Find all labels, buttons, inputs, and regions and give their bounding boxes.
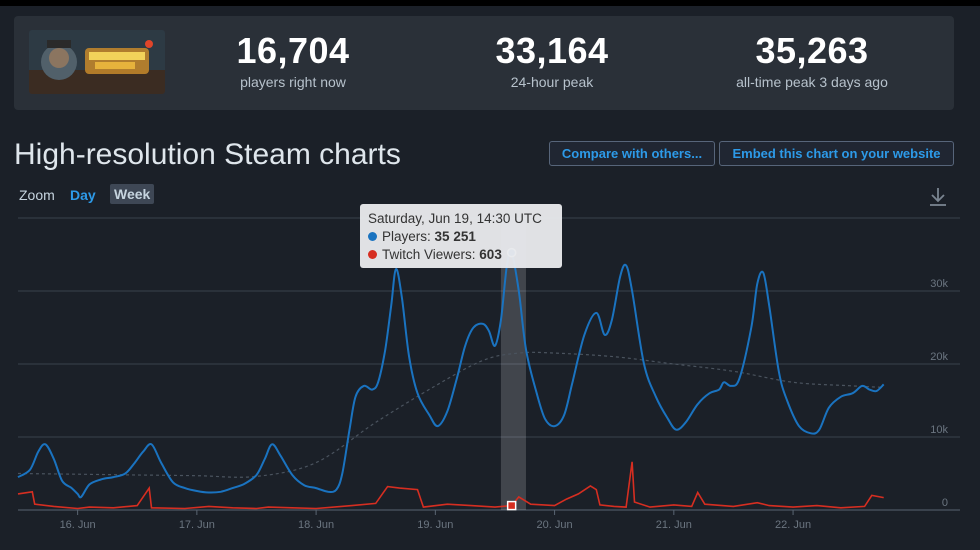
y-tick-label: 0 <box>942 497 948 509</box>
game-logo-image <box>29 30 165 94</box>
x-tick-label: 19. Jun <box>417 519 453 531</box>
tooltip-twitch-value: 603 <box>479 247 502 262</box>
x-tick-label: 21. Jun <box>656 519 692 531</box>
chart-heading: High-resolution Steam charts <box>14 138 401 171</box>
peak-24h-value: 33,164 <box>495 30 609 71</box>
x-tick-label: 22. Jun <box>775 519 811 531</box>
current-players-value: 16,704 <box>236 30 350 71</box>
embed-chart-button[interactable]: Embed this chart on your website <box>719 141 954 166</box>
x-tick-label: 16. Jun <box>60 519 96 531</box>
series-players-line <box>17 250 885 499</box>
highlight-twitch-point <box>506 500 517 511</box>
zoom-day-button[interactable]: Day <box>70 187 96 203</box>
tooltip-players-row: Players: 35 251 <box>368 228 554 246</box>
y-tick-label: 20k <box>930 351 948 363</box>
y-axis-ticks: 0 10k 20k 30k <box>930 278 948 509</box>
peak-24h-stat: 33,164 24-hour peak <box>442 30 662 91</box>
tooltip-date: Saturday, Jun 19, 14:30 UTC <box>368 211 542 226</box>
tooltip-players-label: Players: <box>382 229 431 244</box>
zoom-label: Zoom <box>19 187 55 203</box>
y-tick-label: 10k <box>930 424 948 436</box>
x-axis-ticks: 16. Jun 17. Jun 18. Jun 19. Jun 20. Jun 21. J… <box>60 510 811 531</box>
game-thumbnail[interactable] <box>29 30 165 94</box>
top-bar <box>0 0 980 6</box>
twitch-legend-dot <box>368 250 377 259</box>
download-icon[interactable] <box>927 185 949 209</box>
y-tick-label: 30k <box>930 278 948 290</box>
zoom-week-button[interactable]: Week <box>110 184 155 204</box>
series-average-line <box>17 351 884 478</box>
x-tick-label: 17. Jun <box>179 519 215 531</box>
players-legend-dot <box>368 232 377 241</box>
alltime-peak-stat: 35,263 all-time peak 3 days ago <box>702 30 922 91</box>
chart-tooltip: Saturday, Jun 19, 14:30 UTC Players: 35 … <box>360 204 562 268</box>
stats-panel: 16,704 players right now 33,164 24-hour … <box>14 16 954 110</box>
alltime-peak-value: 35,263 <box>755 30 869 71</box>
tooltip-twitch-row: Twitch Viewers: 603 <box>368 246 554 264</box>
tooltip-players-value: 35 251 <box>434 229 476 244</box>
series-twitch-line <box>17 461 884 510</box>
current-players-stat: 16,704 players right now <box>183 30 403 91</box>
chart-grid <box>18 217 960 511</box>
x-tick-label: 18. Jun <box>298 519 334 531</box>
alltime-peak-label: all-time peak 3 days ago <box>736 74 888 90</box>
tooltip-twitch-label: Twitch Viewers: <box>382 247 476 262</box>
compare-button[interactable]: Compare with others... <box>549 141 715 166</box>
x-tick-label: 20. Jun <box>537 519 573 531</box>
current-players-label: players right now <box>240 74 346 90</box>
peak-24h-label: 24-hour peak <box>510 74 594 90</box>
